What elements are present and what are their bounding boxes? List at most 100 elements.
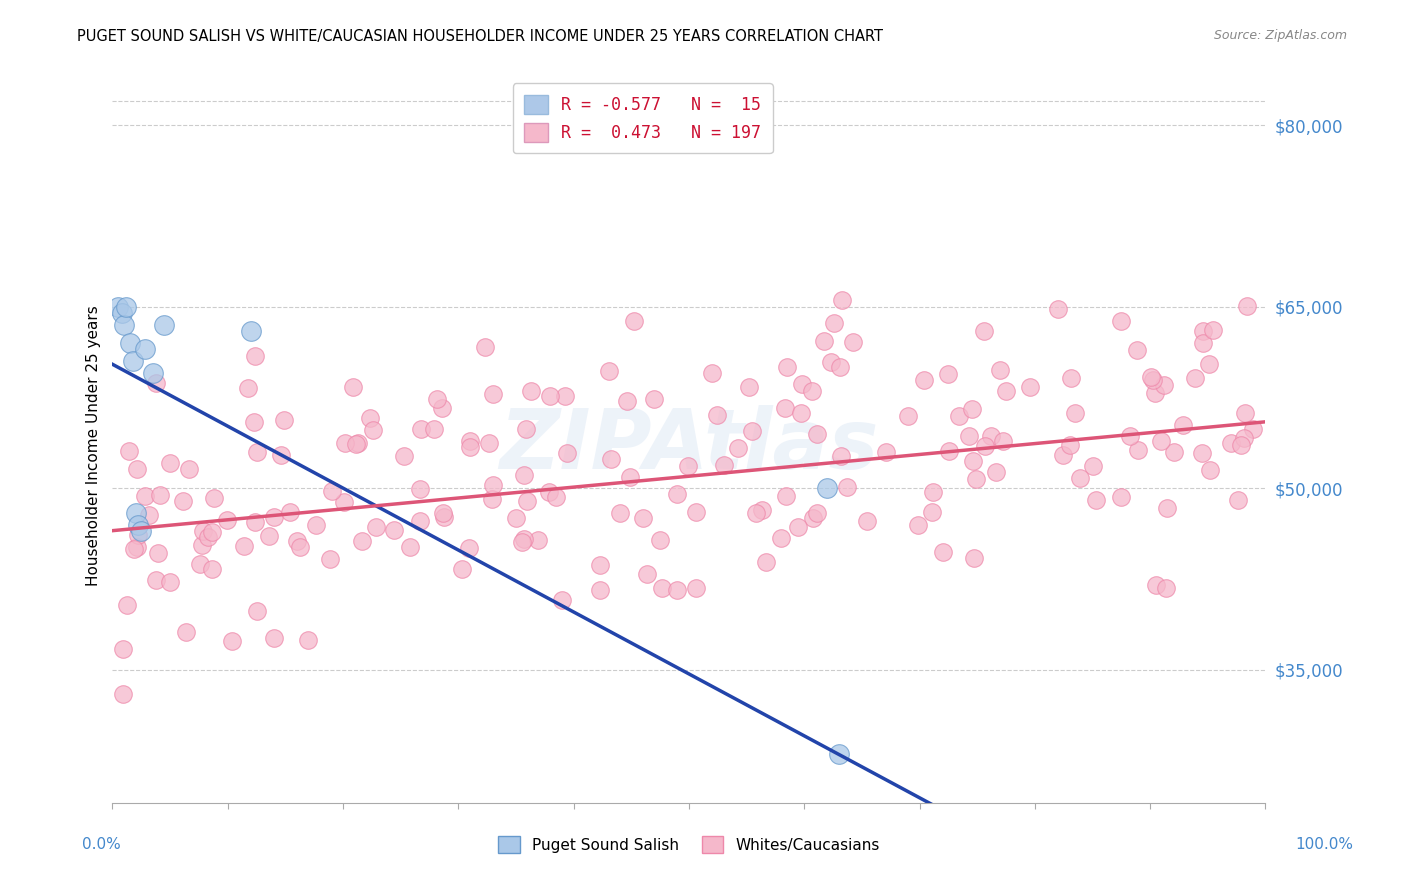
Point <box>623 314 645 328</box>
Point <box>770 531 793 545</box>
Point <box>921 505 943 519</box>
Point <box>191 524 214 538</box>
Point <box>1125 343 1147 358</box>
Point <box>287 534 309 549</box>
Point <box>1233 406 1256 420</box>
Point <box>127 528 149 542</box>
Point <box>1060 371 1083 385</box>
Point <box>177 461 200 475</box>
Point <box>792 376 814 391</box>
Point <box>897 409 920 424</box>
Point <box>666 487 689 501</box>
Point <box>643 392 665 407</box>
Point <box>273 413 295 427</box>
Point <box>245 350 267 364</box>
Point <box>948 409 970 423</box>
Point <box>738 380 761 394</box>
Point <box>820 355 842 369</box>
Point <box>263 510 285 524</box>
Point <box>243 515 266 529</box>
Point <box>233 539 256 553</box>
Point <box>239 324 262 338</box>
Point <box>806 506 828 520</box>
Point <box>841 334 863 349</box>
Point <box>1142 373 1164 387</box>
Point <box>321 483 343 498</box>
Point <box>828 747 851 762</box>
Point <box>1171 418 1194 433</box>
Point <box>190 538 212 552</box>
Point <box>520 384 543 398</box>
Point <box>124 506 146 520</box>
Point <box>813 334 835 348</box>
Point <box>451 562 474 576</box>
Text: PUGET SOUND SALISH VS WHITE/CAUCASIAN HOUSEHOLDER INCOME UNDER 25 YEARS CORRELAT: PUGET SOUND SALISH VS WHITE/CAUCASIAN HO… <box>77 29 883 45</box>
Point <box>111 687 134 701</box>
Point <box>828 359 851 374</box>
Text: ZIPAtlas: ZIPAtlas <box>499 406 879 486</box>
Point <box>1191 325 1213 339</box>
Point <box>127 462 149 476</box>
Point <box>790 406 813 420</box>
Point <box>973 324 995 338</box>
Point <box>526 533 548 548</box>
Point <box>589 582 612 597</box>
Point <box>1059 437 1081 451</box>
Point <box>986 465 1008 479</box>
Point <box>553 389 575 403</box>
Point <box>801 384 824 398</box>
Point <box>1063 406 1085 420</box>
Point <box>741 424 763 438</box>
Point <box>359 411 381 425</box>
Point <box>619 470 641 484</box>
Point <box>426 392 449 406</box>
Point <box>344 437 367 451</box>
Point <box>433 510 456 524</box>
Point <box>512 533 534 547</box>
Point <box>399 540 422 554</box>
Point <box>1226 493 1249 508</box>
Point <box>257 529 280 543</box>
Point <box>856 514 879 528</box>
Point <box>980 429 1002 443</box>
Text: 0.0%: 0.0% <box>82 838 121 852</box>
Point <box>176 624 198 639</box>
Point <box>246 604 269 618</box>
Point <box>138 508 160 522</box>
Point <box>297 632 319 647</box>
Point <box>1081 458 1104 473</box>
Point <box>423 422 446 436</box>
Point <box>173 493 195 508</box>
Point <box>408 514 430 528</box>
Point <box>122 354 145 368</box>
Point <box>1229 438 1251 452</box>
Point <box>538 389 561 403</box>
Point <box>1201 323 1223 337</box>
Point <box>115 300 138 314</box>
Point <box>773 401 796 415</box>
Point <box>538 485 561 500</box>
Point <box>830 450 852 464</box>
Point <box>727 441 749 455</box>
Point <box>134 489 156 503</box>
Point <box>960 401 983 416</box>
Point <box>776 359 799 374</box>
Point <box>513 467 536 482</box>
Point <box>361 423 384 437</box>
Point <box>685 505 707 519</box>
Point <box>993 434 1015 448</box>
Point <box>786 519 808 533</box>
Point <box>111 642 134 657</box>
Point <box>112 318 135 332</box>
Point <box>1219 436 1241 450</box>
Point <box>1199 463 1222 477</box>
Point <box>648 533 671 548</box>
Point <box>1109 490 1132 504</box>
Point <box>201 562 224 576</box>
Point <box>1236 299 1258 313</box>
Point <box>243 415 266 429</box>
Point <box>430 401 453 416</box>
Point <box>516 494 538 508</box>
Point <box>631 510 654 524</box>
Point <box>1184 371 1206 385</box>
